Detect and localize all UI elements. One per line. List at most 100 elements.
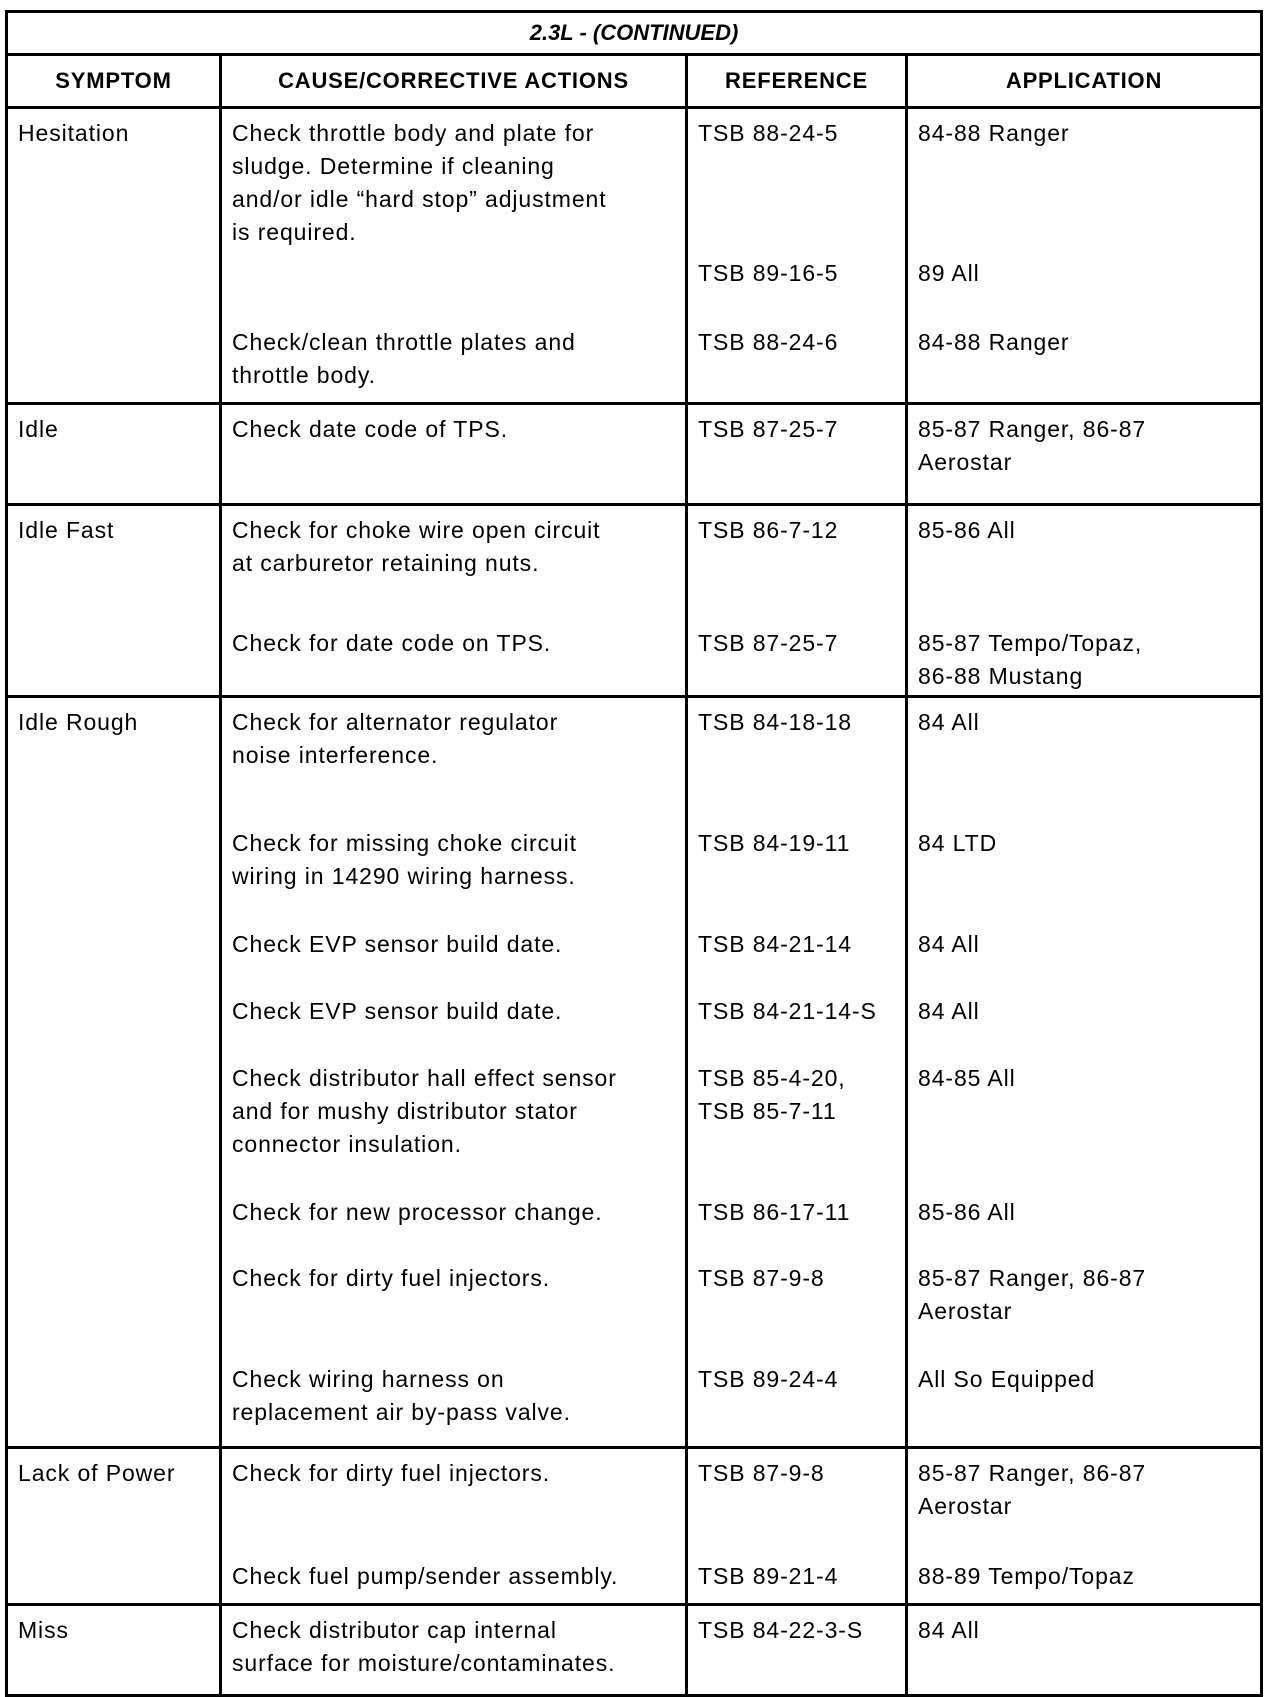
header-application: APPLICATION — [904, 53, 1264, 109]
reference-line: TSB 87-9-8 — [698, 1459, 825, 1486]
cause-line: Check EVP sensor build date. — [232, 998, 563, 1024]
reference-line: TSB 84-21-14 — [698, 931, 852, 957]
application-line: 85-86 All — [918, 1199, 1016, 1225]
reference-cell: TSB 86-17-11 — [685, 1188, 908, 1254]
cause-line: throttle body. — [232, 362, 376, 388]
application-cell: 85-86 All — [904, 504, 1264, 619]
reference-cell: TSB 87-25-7 — [685, 403, 908, 506]
application-line: 85-87 Ranger, 86-87 — [918, 1265, 1147, 1291]
application-cell: 84-88 Ranger — [904, 318, 1264, 405]
application-line: Aerostar — [918, 1298, 1013, 1324]
reference-line: TSB 88-24-5 — [698, 120, 839, 146]
cause-line: wiring in 14290 wiring harness. — [232, 863, 576, 889]
application-line: 89 All — [918, 260, 980, 286]
application-line: 84 All — [918, 998, 980, 1024]
application-line: 85-87 Tempo/Topaz, — [918, 630, 1143, 656]
cause-line: Check for missing choke circuit — [232, 830, 577, 856]
reference-cell: TSB 86-7-12 — [685, 504, 908, 619]
application-line: 84 All — [918, 708, 980, 735]
reference-line: TSB 87-9-8 — [698, 1265, 825, 1291]
cause-line: Check EVP sensor build date. — [232, 931, 563, 957]
table-row: Check for dirty fuel injectors. TSB 87-9-… — [7, 1254, 1264, 1355]
cause-cell: Check for missing choke circuit wiring in… — [219, 819, 688, 920]
application-line: 84-88 Ranger — [918, 329, 1070, 355]
header-cause: CAUSE/CORRECTIVE ACTIONS — [219, 53, 688, 109]
cause-line: and for mushy distributor stator — [232, 1098, 578, 1124]
table-row: Check for date code on TPS. TSB 87-25-7 85… — [7, 619, 1264, 698]
header-symptom: SYMPTOM — [5, 53, 222, 109]
reference-line: TSB 89-21-4 — [698, 1563, 839, 1589]
application-line: Aerostar — [918, 1492, 1013, 1519]
symptom-cell: Lack of Power — [5, 1447, 222, 1606]
cause-line: sludge. Determine if cleaning — [232, 153, 555, 179]
application-line: 85-86 All — [918, 516, 1016, 543]
reference-line: TSB 84-21-14-S — [698, 998, 877, 1024]
table-row: Check for new processor change. TSB 86-17… — [7, 1188, 1264, 1254]
reference-cell: TSB 87-9-8 — [685, 1447, 908, 1552]
table-row: Hesitation Check throttle body and plate … — [5, 107, 1264, 405]
reference-line: TSB 89-16-5 — [698, 260, 839, 286]
reference-line: TSB 84-22-3-S — [698, 1616, 864, 1643]
cause-cell: Check for dirty fuel injectors. — [219, 1447, 688, 1552]
application-cell: 85-87 Ranger, 86-87 Aerostar — [904, 1254, 1264, 1355]
cause-cell: Check for dirty fuel injectors. — [219, 1254, 688, 1355]
symptom-cell: Idle Rough — [5, 696, 222, 1449]
cause-cell: Check/clean throttle plates and throttle … — [219, 318, 688, 405]
reference-cell: TSB 88-24-5 — [685, 107, 908, 249]
application-cell: 84-85 All — [904, 1054, 1264, 1188]
table-row: Check for missing choke circuit wiring in… — [7, 819, 1264, 920]
cause-cell: Check distributor cap internal surface fo… — [219, 1604, 688, 1697]
application-cell: 88-89 Tempo/Topaz — [904, 1552, 1264, 1606]
reference-cell: TSB 89-21-4 — [685, 1552, 908, 1606]
application-cell: 84 All — [904, 696, 1264, 819]
application-line: All So Equipped — [918, 1366, 1096, 1392]
reference-cell: TSB 84-19-11 — [685, 819, 908, 920]
cause-line: noise interference. — [232, 741, 439, 768]
symptom-cell: Idle — [5, 403, 222, 506]
reference-cell: TSB 87-25-7 — [685, 619, 908, 698]
cause-cell: Check fuel pump/sender assembly. — [219, 1552, 688, 1606]
cause-line: Check distributor hall effect sensor — [232, 1065, 617, 1091]
reference-line: TSB 87-25-7 — [698, 415, 839, 442]
cause-line: replacement air by-pass valve. — [232, 1399, 571, 1425]
table-row: Check fuel pump/sender assembly. TSB 89-2… — [7, 1552, 1264, 1606]
reference-line: TSB 88-24-6 — [698, 329, 839, 355]
cause-cell: Check EVP sensor build date. — [219, 920, 688, 987]
application-line: 84-85 All — [918, 1065, 1016, 1091]
cause-line: connector insulation. — [232, 1131, 462, 1157]
cause-cell: Check date code of TPS. — [219, 403, 688, 506]
application-line: Aerostar — [918, 448, 1013, 475]
application-cell: 84 All — [904, 1604, 1264, 1697]
reference-line: TSB 86-7-12 — [698, 516, 839, 543]
cause-cell: Check distributor hall effect sensor and … — [219, 1054, 688, 1188]
application-line: 84-88 Ranger — [918, 120, 1070, 146]
cause-line: Check for date code on TPS. — [232, 630, 552, 656]
cause-line: and/or idle “hard stop” adjustment — [232, 186, 607, 212]
application-line: 84 All — [918, 931, 980, 957]
table-title: 2.3L - (CONTINUED) — [4, 10, 1264, 56]
reference-cell: TSB 84-22-3-S — [685, 1604, 908, 1697]
reference-line: TSB 84-19-11 — [698, 830, 851, 856]
application-cell: 84-88 Ranger — [904, 107, 1264, 249]
reference-cell: TSB 85-4-20, TSB 85-7-11 — [685, 1054, 908, 1188]
cause-line: surface for moisture/contaminates. — [232, 1649, 616, 1676]
application-cell: All So Equipped — [904, 1355, 1264, 1449]
application-line: 85-87 Ranger, 86-87 — [918, 1459, 1147, 1486]
application-cell: 84 All — [904, 987, 1264, 1054]
cause-line: is required. — [232, 219, 357, 245]
reference-cell: TSB 84-21-14-S — [685, 987, 908, 1054]
header-reference: REFERENCE — [685, 53, 908, 109]
application-cell: 85-87 Ranger, 86-87 Aerostar — [904, 1447, 1264, 1552]
cause-line: Check wiring harness on — [232, 1366, 505, 1392]
reference-line: TSB 85-7-11 — [698, 1098, 837, 1124]
cause-line: Check for dirty fuel injectors. — [232, 1459, 551, 1486]
table-row: Check wiring harness on replacement air b… — [7, 1355, 1264, 1449]
cause-line: at carburetor retaining nuts. — [232, 549, 540, 576]
reference-line: TSB 84-18-18 — [698, 708, 852, 735]
cause-cell — [219, 249, 688, 318]
cause-line: Check distributor cap internal — [232, 1616, 557, 1643]
table-row: TSB 89-16-5 89 All — [7, 249, 1264, 318]
cause-cell: Check for alternator regulator noise inte… — [219, 696, 688, 819]
cause-line: Check for choke wire open circuit — [232, 516, 601, 543]
table-row: Idle Fast Check for choke wire open circu… — [5, 504, 1264, 698]
